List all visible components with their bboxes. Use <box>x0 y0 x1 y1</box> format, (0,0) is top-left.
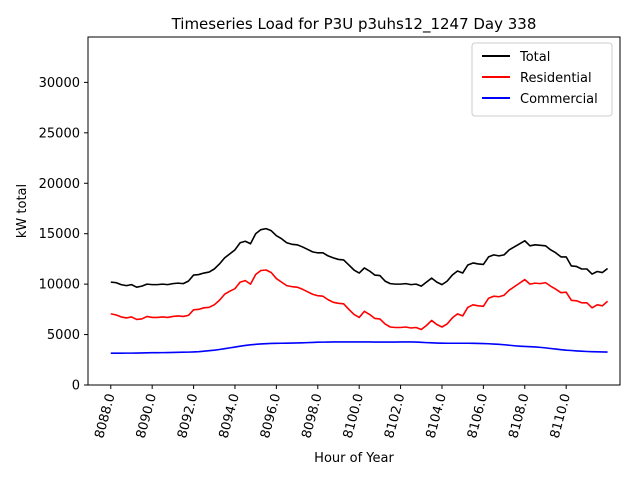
x-tick-label: 8092.0 <box>175 392 201 440</box>
legend-label-residential: Residential <box>520 71 592 86</box>
x-tick-label: 8106.0 <box>465 392 491 440</box>
y-tick-label: 0 <box>72 379 80 394</box>
x-tick-label: 8094.0 <box>217 392 243 440</box>
y-tick-label: 10000 <box>39 278 80 293</box>
x-tick-label: 8102.0 <box>382 392 408 440</box>
y-axis-label: kW total <box>15 184 30 238</box>
y-tick-label: 5000 <box>47 328 80 343</box>
y-tick-label: 30000 <box>39 76 80 91</box>
x-tick-label: 8088.0 <box>92 392 118 440</box>
legend-label-commercial: Commercial <box>520 92 598 107</box>
x-axis-label: Hour of Year <box>314 451 394 466</box>
legend: Total Residential Commercial <box>471 42 613 117</box>
chart-title: Timeseries Load for P3U p3uhs12_1247 Day… <box>171 15 537 34</box>
x-tick-label: 8100.0 <box>341 392 367 440</box>
x-tick-label: 8096.0 <box>258 392 284 440</box>
y-tick-label: 25000 <box>39 126 80 141</box>
x-tick-label: 8090.0 <box>134 392 160 440</box>
series-line-commercial <box>110 341 608 355</box>
legend-label-total: Total <box>519 50 550 65</box>
y-tick-label: 15000 <box>39 227 80 242</box>
series-line-total <box>110 227 609 288</box>
series-layer <box>110 227 609 355</box>
x-tick-label: 8108.0 <box>506 392 532 440</box>
series-line-residential <box>110 269 609 331</box>
plot-frame <box>87 36 621 386</box>
x-tick-label: 8110.0 <box>548 392 574 440</box>
x-tick-label: 8104.0 <box>424 392 450 440</box>
x-tick-label: 8098.0 <box>299 392 325 440</box>
y-tick-label: 20000 <box>39 177 80 192</box>
